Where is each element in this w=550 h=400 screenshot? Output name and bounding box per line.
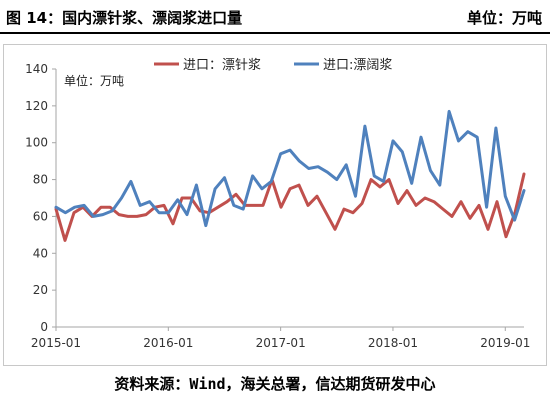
x-tick-label: 2015-01 [31,336,81,350]
y-tick-label: 120 [25,99,48,113]
y-tick-label: 60 [33,209,48,223]
legend-label-series-1: 进口：漂针浆 [183,57,261,73]
y-tick-label: 100 [25,136,48,150]
x-tick-label: 2018-01 [368,336,418,350]
y-tick-label: 40 [33,246,48,260]
x-tick-label: 2017-01 [256,336,306,350]
y-tick-label: 140 [25,62,48,76]
legend-label-series-2: 进口:漂阔浆 [323,57,392,73]
chart-unit-label: 单位：万吨 [64,73,124,88]
x-tick-label: 2016-01 [143,336,193,350]
source-note: 资料来源：Wind，海关总署，信达期货研发中心 [114,375,436,393]
figure-unit: 单位：万吨 [466,9,542,27]
y-tick-label: 20 [33,283,48,297]
line-chart: 0 20 40 60 80 100 120 140 2015-01 2016-01 2017-01 2… [25,57,530,350]
x-tick-label: 2019-01 [480,336,530,350]
y-tick-label: 0 [40,320,48,334]
figure-header: 图 14：国内漂针浆、漂阔浆进口量 单位：万吨 [0,0,550,34]
series-line-1 [54,172,526,242]
series-line-2 [54,109,526,228]
y-tick-label: 80 [33,173,48,187]
figure-title: 图 14：国内漂针浆、漂阔浆进口量 [6,9,243,27]
chart-area: 0 20 40 60 80 100 120 140 2015-01 2016-01 2017-01 2… [3,44,547,366]
